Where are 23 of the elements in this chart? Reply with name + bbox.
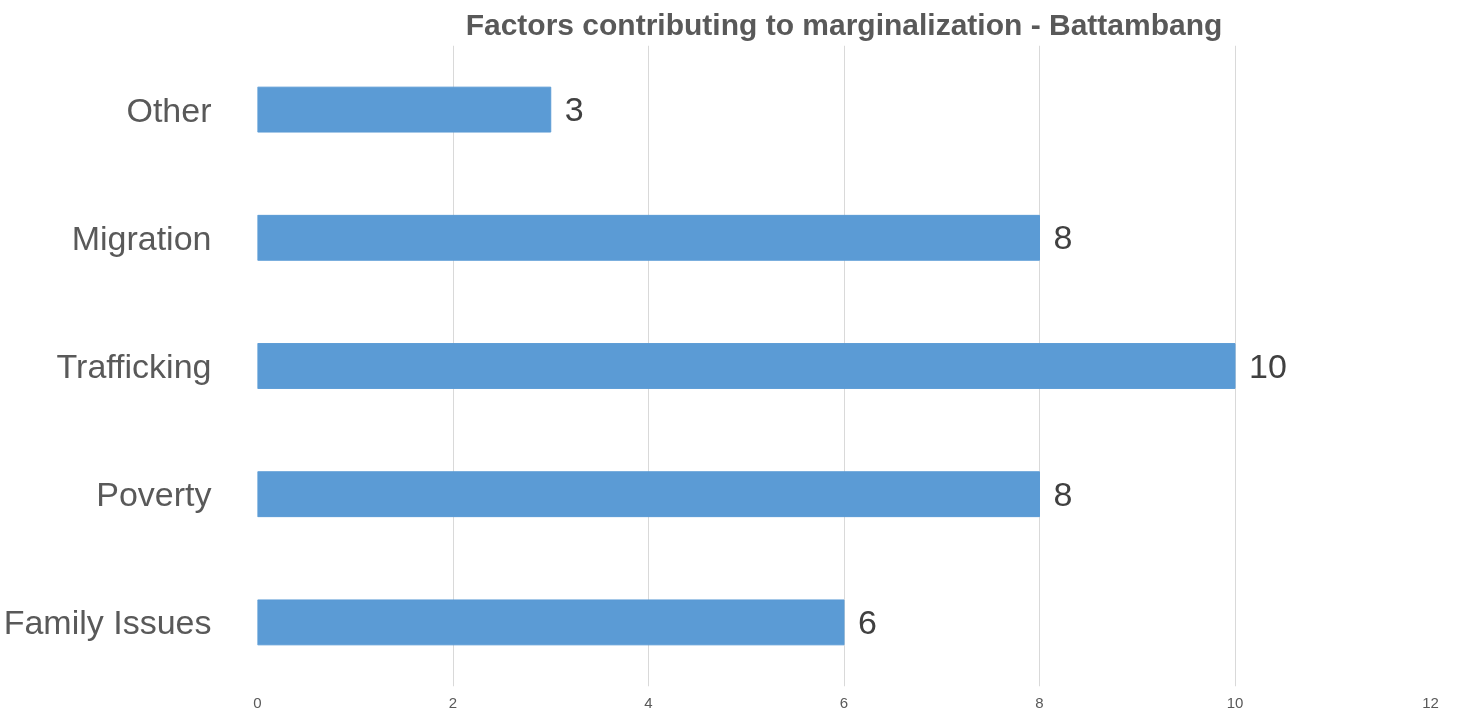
bar [257,86,552,133]
y-tick-label: Migration [71,218,212,257]
y-tick-label: Other [126,90,212,129]
bar [257,471,1040,518]
data-label: 8 [1053,218,1073,257]
data-label: 8 [1053,474,1073,513]
x-tick-label: 6 [839,693,849,711]
y-tick-label: Trafficking [56,347,212,385]
data-label: 10 [1249,346,1287,385]
bar [257,599,845,646]
x-tick-label: 10 [1226,693,1244,711]
data-label: 6 [858,602,877,641]
y-tick-label: Family Issues [3,603,212,642]
x-tick-label: 8 [1035,693,1044,711]
x-tick-label: 4 [644,693,653,711]
chart-title: Factors contributing to marginalization - Battambang [465,7,1223,41]
bar [257,343,1236,389]
x-tick-label: 0 [253,693,262,711]
y-tick-label: Poverty [96,475,212,514]
x-tick-label: 2 [448,693,458,711]
bar [257,214,1040,261]
data-label: 3 [564,90,584,129]
x-tick-label: 12 [1422,693,1439,711]
